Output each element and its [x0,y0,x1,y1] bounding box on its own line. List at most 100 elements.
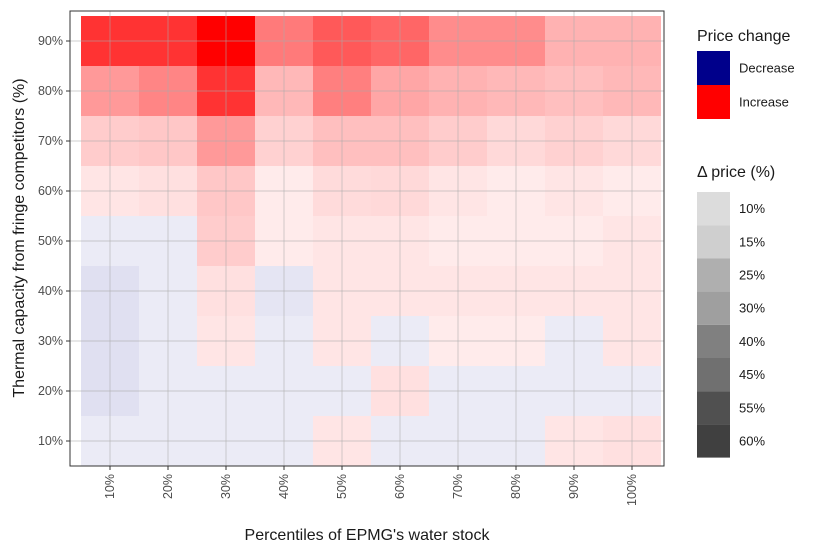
legend-delta-price: Δ price (%) 10% 15% 25% 30% 40% 45% 55% 60% [697,164,775,458]
heatmap-cell [255,366,313,416]
heatmap-cells [81,16,661,466]
y-tick-label: 40% [38,284,63,298]
heatmap-cell [255,316,313,366]
heatmap-cell [487,116,545,166]
heatmap-cell [429,266,487,316]
legend-alpha-key [697,291,730,325]
heatmap-cell [371,216,429,266]
legend-price-change: Price change Decrease Increase [697,28,795,119]
legend-alpha-key [697,358,730,392]
heatmap-cell [255,166,313,216]
legend-price-change-title: Price change [697,28,790,45]
heatmap-cell [81,216,139,266]
panel-border [69,10,665,467]
x-tick-label: 100% [625,474,639,506]
legend-alpha-key [697,424,730,458]
heatmap-cell [81,66,139,116]
x-tick-label: 50% [335,474,349,499]
heatmap-cell [603,316,661,366]
legend-alpha-key [697,192,730,226]
heatmap-cell [371,16,429,66]
heatmap-cell [139,116,197,166]
heatmap-cell [81,266,139,316]
heatmap-cell [139,266,197,316]
axis-ticks: 10% 20% 30% 40% 50% 60% 70% 80% 90% 100% 10% 20% 30%… [38,34,639,506]
x-tick-label: 10% [103,474,117,499]
heatmap-cell [81,366,139,416]
legend-alpha-key [697,324,730,358]
heatmap-cell [603,416,661,466]
heatmap-cell [603,16,661,66]
heatmap-cell [197,66,255,116]
heatmap-cell [255,116,313,166]
heatmap-cell [371,116,429,166]
heatmap-cell [429,166,487,216]
heatmap-cell [487,16,545,66]
heatmap-cell [429,16,487,66]
legend-alpha-key [697,225,730,259]
heatmap-cell [429,66,487,116]
heatmap-cell [197,416,255,466]
heatmap-cell [313,216,371,266]
heatmap-cell [487,416,545,466]
heatmap-cell [429,366,487,416]
heatmap-cell [197,366,255,416]
heatmap-cell [313,66,371,116]
heatmap-cell [429,316,487,366]
heatmap-cell [371,266,429,316]
heatmap-cell [139,416,197,466]
heatmap-cell [139,216,197,266]
heatmap-cell [545,416,603,466]
legend-delta-price-title: Δ price (%) [697,164,775,181]
heatmap-cell [197,116,255,166]
heatmap-cell [371,366,429,416]
heatmap-cell [313,266,371,316]
heatmap-cell [603,66,661,116]
y-tick-label: 20% [38,384,63,398]
legend-alpha-key [697,391,730,425]
heatmap-cell [139,366,197,416]
x-tick-label: 60% [393,474,407,499]
y-tick-label: 80% [38,84,63,98]
x-tick-label: 90% [567,474,581,499]
y-tick-label: 50% [38,234,63,248]
legend-alpha-label: 45% [739,367,765,382]
heatmap-cell [371,416,429,466]
heatmap-cell [313,316,371,366]
heatmap-cell [545,266,603,316]
heatmap-cell [255,66,313,116]
legend-alpha-label: 40% [739,334,765,349]
heatmap-cell [255,216,313,266]
heatmap-cell [313,116,371,166]
x-axis-title: Percentiles of EPMG's water stock [245,527,491,544]
y-axis-title: Thermal capacity from fringe competitors… [11,78,28,397]
heatmap-cell [545,66,603,116]
heatmap-cell [545,316,603,366]
legend-alpha-label: 60% [739,434,765,449]
heatmap-cell [313,416,371,466]
x-tick-label: 20% [161,474,175,499]
heatmap-cell [371,66,429,116]
legend-alpha-label: 15% [739,234,765,249]
y-tick-label: 90% [38,34,63,48]
heatmap-cell [313,16,371,66]
legend-alpha-key [697,258,730,292]
heatmap-cell [545,366,603,416]
x-tick-label: 80% [509,474,523,499]
heatmap-cell [139,316,197,366]
heatmap-cell [487,216,545,266]
heatmap-cell [545,216,603,266]
legend-alpha-label: 30% [739,301,765,316]
heatmap-cell [371,166,429,216]
y-tick-label: 30% [38,334,63,348]
heatmap-cell [197,316,255,366]
legend-color-key [697,51,730,85]
heatmap-cell [139,66,197,116]
heatmap-cell [371,316,429,366]
x-tick-label: 30% [219,474,233,499]
heatmap-cell [313,166,371,216]
heatmap-cell [139,166,197,216]
heatmap-cell [487,366,545,416]
heatmap-cell [197,216,255,266]
